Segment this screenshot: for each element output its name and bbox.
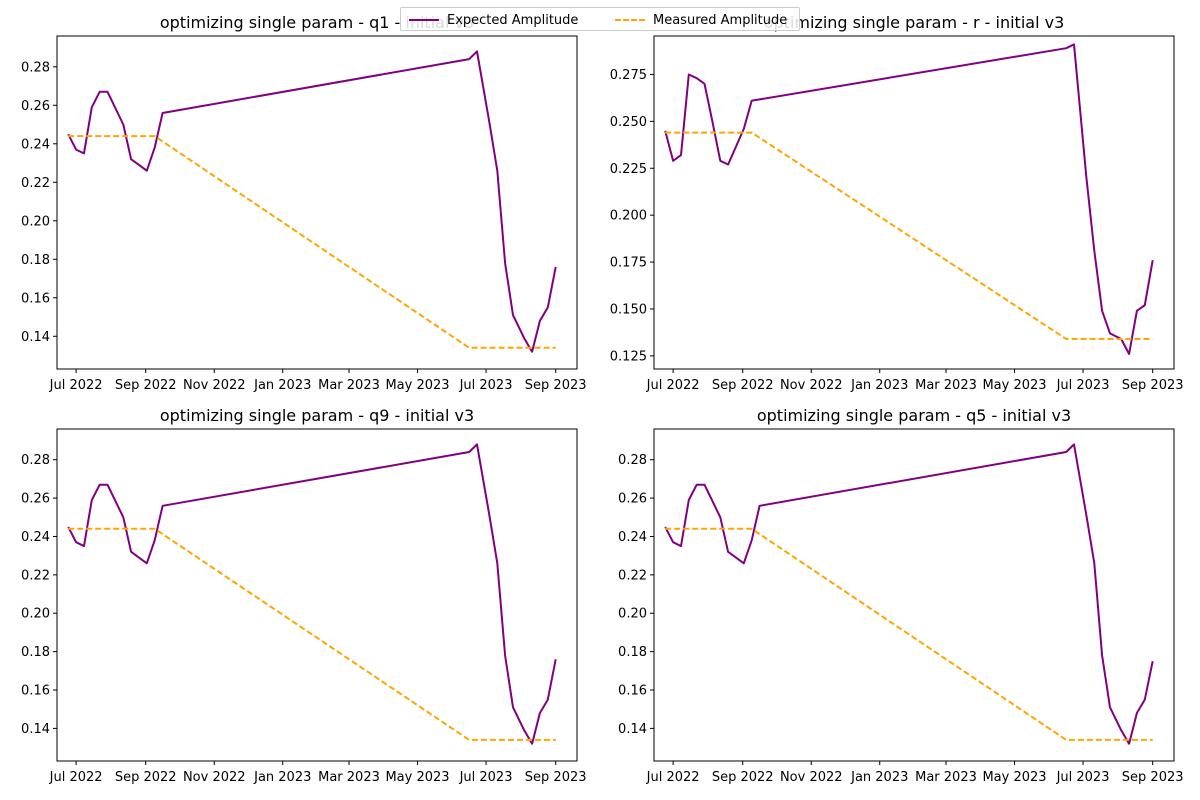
x-tick-label: Sep 2022: [712, 770, 774, 785]
x-tick-label: May 2023: [385, 770, 449, 785]
legend-label-expected: Expected Amplitude: [447, 12, 579, 28]
y-tick-label: 0.22: [21, 568, 50, 583]
y-tick-label: 0.22: [21, 176, 50, 191]
y-tick-label: 0.18: [21, 645, 50, 660]
y-tick-label: 0.16: [21, 291, 50, 306]
x-tick-label: Jul 2023: [1056, 770, 1110, 785]
measured-amplitude-line: [68, 135, 556, 349]
y-tick-label: 0.18: [21, 253, 50, 268]
x-tick-label: Nov 2022: [183, 378, 246, 393]
subplot-3: 0.14 0.16 0.18 0.20 0.22 0.24 0.26 0.28 Jul 2022…: [21, 406, 586, 785]
y-tick-label: 0.225: [610, 162, 647, 177]
expected-amplitude-line: [67, 443, 557, 745]
y-tick-label: 0.200: [610, 209, 647, 224]
y-tick-label: 0.28: [21, 60, 50, 75]
x-tick-label: Jul 2022: [646, 378, 700, 393]
x-tick-label: Mar 2023: [318, 770, 380, 785]
subplot-1: 0.14 0.16 0.18 0.20 0.22 0.24 0.26 0.28 Jul 2022…: [21, 13, 586, 393]
y-tick-label: 0.22: [618, 568, 647, 583]
x-tick-label: Jul 2022: [49, 770, 103, 785]
x-tick-label: Jul 2022: [49, 378, 103, 393]
y-tick-label: 0.28: [618, 453, 647, 468]
y-tick-label: 0.26: [618, 492, 647, 507]
measured-amplitude-line: [665, 131, 1153, 340]
subplot-4: 0.14 0.16 0.18 0.20 0.22 0.24 0.26 0.28 Jul 2022…: [618, 406, 1183, 785]
subplot-title: optimizing single param - q9 - initial v…: [160, 406, 474, 425]
x-tick-label: May 2023: [982, 378, 1046, 393]
y-tick-label: 0.150: [610, 302, 647, 317]
x-tick-label: Jan 2023: [850, 378, 908, 393]
legend-swatch-measured: [615, 19, 645, 21]
x-tick-label: Sep 2023: [525, 378, 587, 393]
x-tick-label: Mar 2023: [915, 378, 977, 393]
x-tick-label: Sep 2022: [712, 378, 774, 393]
x-tick-label: Sep 2023: [1122, 770, 1184, 785]
y-tick-label: 0.24: [21, 137, 50, 152]
x-tick-label: Jul 2023: [1056, 378, 1110, 393]
x-tick-label: Jul 2023: [459, 378, 513, 393]
x-tick-label: Jul 2023: [459, 770, 513, 785]
x-tick-label: Nov 2022: [780, 378, 843, 393]
x-tick-label: May 2023: [982, 770, 1046, 785]
y-tick-label: 0.250: [610, 115, 647, 130]
y-tick-label: 0.26: [21, 99, 50, 114]
x-tick-label: Jan 2023: [253, 378, 311, 393]
x-tick-label: Mar 2023: [915, 770, 977, 785]
x-tick-label: Sep 2023: [1122, 378, 1184, 393]
y-tick-label: 0.24: [21, 530, 50, 545]
expected-amplitude-line: [664, 43, 1154, 355]
y-tick-label: 0.20: [618, 607, 647, 622]
expected-amplitude-line: [67, 50, 557, 353]
x-tick-label: Sep 2022: [115, 378, 177, 393]
plot-frame: [653, 35, 1175, 370]
y-tick-label: 0.175: [610, 256, 647, 271]
y-tick-label: 0.125: [610, 349, 647, 364]
subplot-title: optimizing single param - q5 - initial v…: [757, 406, 1071, 425]
plot-frame: [56, 428, 578, 762]
measured-amplitude-line: [665, 527, 1153, 741]
x-tick-label: Sep 2022: [115, 770, 177, 785]
x-tick-label: Jan 2023: [253, 770, 311, 785]
expected-amplitude-line: [664, 443, 1154, 745]
x-tick-label: Sep 2023: [525, 770, 587, 785]
x-tick-label: Nov 2022: [183, 770, 246, 785]
y-tick-label: 0.14: [21, 330, 50, 345]
legend-label-measured: Measured Amplitude: [653, 12, 788, 28]
subplot-2: 0.125 0.150 0.175 0.200 0.225 0.250 0.275 Jul 2…: [610, 13, 1184, 393]
x-tick-label: Nov 2022: [780, 770, 843, 785]
y-tick-label: 0.16: [21, 683, 50, 698]
y-tick-label: 0.16: [618, 683, 647, 698]
subplot-title: optimizing single param - r - initial v3: [764, 13, 1065, 32]
y-tick-label: 0.20: [21, 214, 50, 229]
y-tick-label: 0.14: [21, 722, 50, 737]
y-tick-label: 0.24: [618, 530, 647, 545]
y-tick-label: 0.275: [610, 68, 647, 83]
x-tick-label: Jul 2022: [646, 770, 700, 785]
y-tick-label: 0.26: [21, 492, 50, 507]
subplot-title: optimizing single param - q1 - initial v…: [160, 13, 474, 32]
y-tick-label: 0.20: [21, 607, 50, 622]
x-tick-label: May 2023: [385, 378, 449, 393]
y-tick-label: 0.18: [618, 645, 647, 660]
legend-swatch-expected: [409, 19, 439, 21]
plot-frame: [56, 35, 578, 370]
legend: Expected Amplitude Measured Amplitude: [400, 7, 800, 31]
x-tick-label: Mar 2023: [318, 378, 380, 393]
plot-frame: [653, 428, 1175, 762]
legend-item-measured: Measured Amplitude: [615, 11, 787, 29]
y-tick-label: 0.28: [21, 453, 50, 468]
x-tick-label: Jan 2023: [850, 770, 908, 785]
y-tick-label: 0.14: [618, 722, 647, 737]
legend-item-expected: Expected Amplitude: [409, 11, 578, 29]
measured-amplitude-line: [68, 527, 556, 741]
